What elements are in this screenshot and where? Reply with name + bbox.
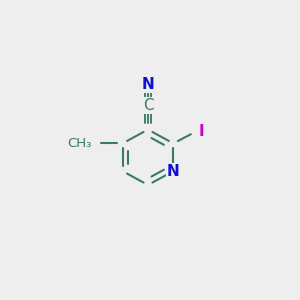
Text: CH₃: CH₃: [67, 137, 92, 150]
Text: N: N: [142, 77, 154, 92]
Text: I: I: [199, 124, 204, 140]
Text: N: N: [167, 164, 180, 178]
Text: C: C: [143, 98, 153, 113]
